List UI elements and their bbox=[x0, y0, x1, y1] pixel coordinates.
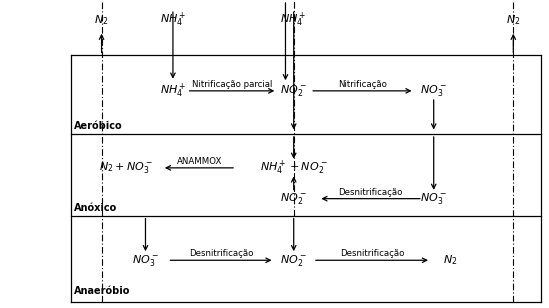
Text: ANAMMOX: ANAMMOX bbox=[177, 157, 222, 166]
Text: Nitrificação parcial: Nitrificação parcial bbox=[192, 80, 272, 89]
Text: $NH_4^+$: $NH_4^+$ bbox=[160, 11, 186, 29]
Text: $NO_2^-$: $NO_2^-$ bbox=[280, 253, 307, 268]
Text: Desnitrificação: Desnitrificação bbox=[340, 249, 405, 258]
Text: Anóxico: Anóxico bbox=[74, 203, 117, 213]
Text: $NH_4^+ + NO_2^-$: $NH_4^+ + NO_2^-$ bbox=[260, 159, 328, 177]
Text: Desnitrificação: Desnitrificação bbox=[189, 249, 254, 258]
Text: $N_2 + NO_3^-$: $N_2 + NO_3^-$ bbox=[99, 160, 153, 175]
Text: $NO_3^-$: $NO_3^-$ bbox=[132, 253, 159, 268]
Text: $NO_2^-$: $NO_2^-$ bbox=[280, 191, 307, 206]
Text: Desnitrificação: Desnitrificação bbox=[338, 188, 403, 197]
Text: $NH_4^+$: $NH_4^+$ bbox=[160, 82, 186, 100]
Text: $NO_3^-$: $NO_3^-$ bbox=[420, 191, 447, 206]
Text: $NO_3^-$: $NO_3^-$ bbox=[420, 83, 447, 98]
Text: $N_2$: $N_2$ bbox=[506, 13, 520, 27]
Text: Nitrificação: Nitrificação bbox=[338, 80, 387, 89]
Text: $N_2$: $N_2$ bbox=[94, 13, 109, 27]
Text: $NO_2^-$: $NO_2^-$ bbox=[280, 83, 307, 98]
Text: Aeróbico: Aeróbico bbox=[74, 121, 123, 131]
Text: Anaeróbio: Anaeróbio bbox=[74, 286, 131, 296]
Text: $NH_4^+$: $NH_4^+$ bbox=[281, 11, 307, 29]
Text: $N_2$: $N_2$ bbox=[443, 253, 457, 267]
